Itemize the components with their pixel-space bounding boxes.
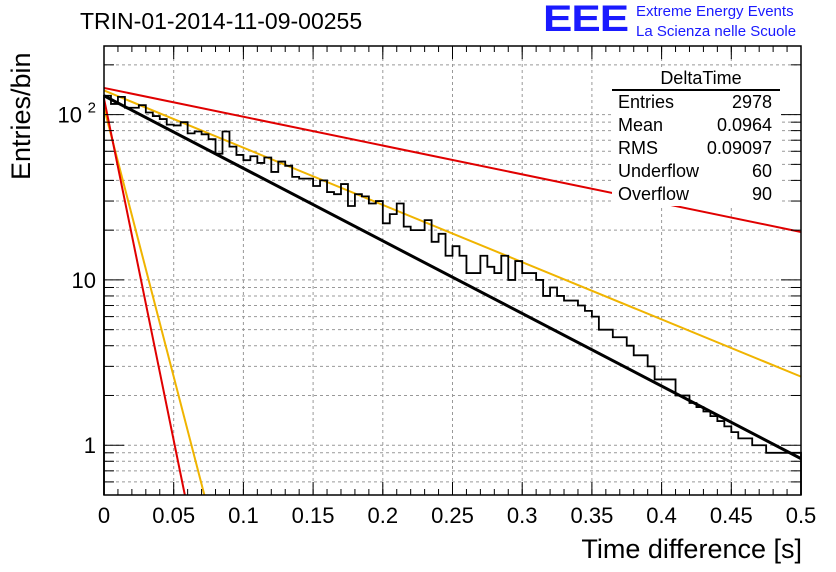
histogram	[103, 94, 802, 495]
x-tick-label: 0.45	[710, 503, 753, 528]
histogram-outline	[103, 94, 802, 495]
stats-label: RMS	[618, 138, 658, 158]
fit-curve	[103, 107, 206, 496]
stats-row: Underflow 60	[612, 160, 780, 183]
x-tick-label: 0.15	[292, 503, 335, 528]
fit-curve	[103, 94, 802, 460]
stats-value: 60	[751, 161, 772, 181]
stats-label: Mean	[618, 115, 664, 135]
x-tick-label: 0.25	[431, 503, 474, 528]
stats-row: Mean 0.0964	[612, 114, 780, 137]
stats-title: DeltaTime	[612, 68, 780, 91]
brand-line-1: Extreme Energy Events	[636, 3, 794, 20]
stats-value: 90	[751, 184, 772, 204]
x-axis-label: Time difference [s]	[581, 534, 802, 564]
x-tick-label: 0.3	[507, 503, 538, 528]
fit-curve	[103, 89, 802, 378]
stats-label: Overflow	[618, 184, 690, 204]
stats-value: 0.0964	[716, 115, 772, 135]
axis-ticks	[103, 46, 802, 496]
x-tick-label: 0.2	[368, 503, 399, 528]
y-tick-label: 10	[72, 268, 96, 293]
x-tick-label: 0	[98, 503, 110, 528]
brand-line-2: La Scienza nelle Scuole	[636, 23, 797, 40]
fit-curves	[103, 86, 802, 496]
x-tick-label: 0.1	[228, 503, 259, 528]
y-tick-label: 10	[58, 103, 82, 128]
stats-value: 2978	[731, 92, 772, 112]
stats-label: Underflow	[618, 161, 700, 181]
fit-curve	[103, 98, 186, 496]
y-tick-exponent: 2	[88, 100, 96, 117]
stats-box: DeltaTime Entries 2978 Mean 0.0964 RMS 0.09…	[612, 68, 780, 206]
stats-value: 0.09097	[706, 138, 772, 158]
x-tick-label: 0.5	[786, 503, 817, 528]
y-axis-label: Entries/bin	[6, 52, 36, 180]
stats-row: Entries 2978	[612, 91, 780, 114]
tick-labels: 0 0.05 0.1 0.15 0.2 0.25 0.3 0.35 0.4 0.45 0.5 1 10 1…	[58, 100, 817, 528]
chart-title: TRIN-01-2014-11-09-00255	[80, 8, 363, 34]
stats-label: Entries	[618, 92, 675, 112]
eee-logo: EEE	[543, 0, 629, 40]
x-tick-label: 0.05	[152, 503, 195, 528]
fit-curve	[103, 86, 802, 233]
x-tick-label: 0.35	[570, 503, 613, 528]
stats-row: Overflow 90	[612, 183, 780, 206]
stats-row: RMS 0.09097	[612, 137, 780, 160]
x-tick-label: 0.4	[646, 503, 677, 528]
y-tick-label: 1	[84, 433, 96, 458]
